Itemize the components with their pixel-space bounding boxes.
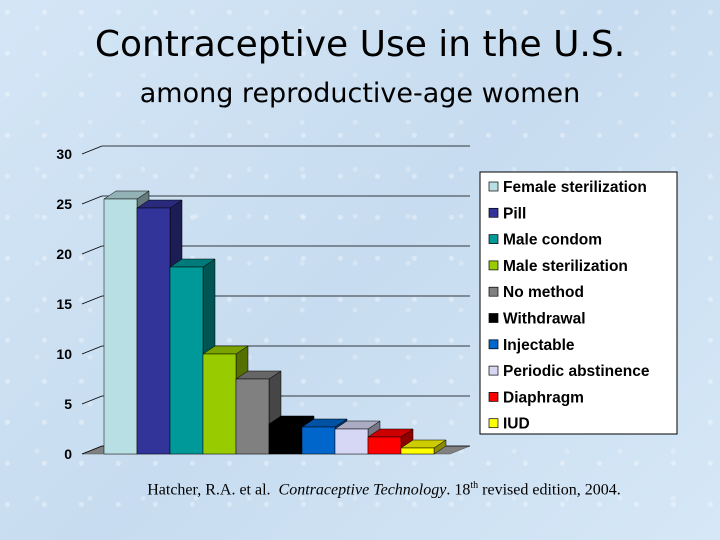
legend-swatch: [488, 181, 499, 192]
tick-mark: [81, 345, 103, 355]
legend-swatch: [488, 234, 499, 244]
citation-book: Contraceptive Technology: [278, 481, 447, 499]
tick-mark: [81, 195, 103, 205]
bar-front: [400, 447, 435, 455]
bar-front: [301, 426, 336, 455]
bar: [400, 439, 447, 455]
legend-label: Male condom: [503, 232, 602, 249]
citation: Hatcher, R.A. et al. Contraceptive Techn…: [147, 480, 621, 499]
y-tick-label: 25: [56, 196, 72, 212]
bar-front: [169, 266, 204, 455]
legend-swatch: [488, 313, 499, 323]
legend-item: Pill: [488, 205, 526, 222]
legend-item: No method: [488, 284, 584, 301]
bar-front: [235, 378, 270, 455]
citation-authors: Hatcher, R.A. et al.: [147, 481, 271, 499]
legend-label: No method: [503, 284, 584, 301]
legend-label: Female sterilization: [503, 179, 647, 196]
legend-label: Pill: [503, 205, 526, 222]
y-tick-label: 20: [56, 246, 72, 262]
y-tick-label: 10: [56, 346, 72, 362]
legend: Female sterilization Pill Male condom Male …: [479, 171, 678, 435]
legend-label: Diaphragm: [503, 389, 584, 406]
legend-label: Injectable: [503, 337, 575, 354]
page-subtitle: among reproductive-age women: [139, 78, 581, 109]
citation-edition-sup: th: [470, 480, 479, 491]
page-title: Contraceptive Use in the U.S.: [94, 24, 626, 65]
legend-swatch: [488, 365, 499, 376]
legend-item: Male sterilization: [488, 258, 628, 275]
bar-front: [334, 428, 369, 455]
y-tick-label: 0: [64, 446, 72, 462]
bar-front: [367, 436, 402, 455]
legend-item: Injectable: [488, 337, 575, 354]
bar-front: [202, 353, 237, 455]
bar-front: [103, 198, 138, 455]
legend-swatch: [488, 339, 499, 350]
legend-swatch: [488, 286, 499, 297]
legend-label: Male sterilization: [503, 258, 628, 275]
y-tick-label: 30: [56, 146, 72, 162]
legend-label: IUD: [503, 416, 530, 433]
legend-label: Withdrawal: [503, 311, 586, 328]
legend-item: Withdrawal: [488, 311, 586, 328]
bar: [367, 428, 414, 455]
legend-box: [479, 171, 678, 435]
y-tick-label: 15: [56, 296, 72, 312]
legend-swatch: [488, 392, 499, 402]
legend-item: Female sterilization: [488, 179, 647, 196]
tick-mark: [81, 395, 103, 405]
bar-layer: [103, 190, 447, 455]
citation-edition-rest: revised edition, 2004.: [482, 481, 621, 499]
tick-mark: [81, 145, 103, 155]
citation-edition-num: 18: [454, 481, 471, 499]
legend-label: Periodic abstinence: [503, 363, 650, 380]
legend-item: Diaphragm: [488, 389, 584, 406]
legend-swatch: [488, 260, 499, 271]
bar-front: [268, 423, 303, 455]
legend-swatch: [488, 418, 499, 429]
bar-front: [136, 207, 171, 455]
y-tick-label: 5: [64, 396, 72, 412]
tick-mark: [81, 245, 103, 255]
legend-item: IUD: [488, 416, 530, 433]
tick-mark: [81, 295, 103, 305]
legend-swatch: [488, 207, 499, 218]
tick-mark: [81, 445, 103, 455]
legend-item: Periodic abstinence: [488, 363, 650, 380]
legend-item: Male condom: [488, 232, 602, 249]
